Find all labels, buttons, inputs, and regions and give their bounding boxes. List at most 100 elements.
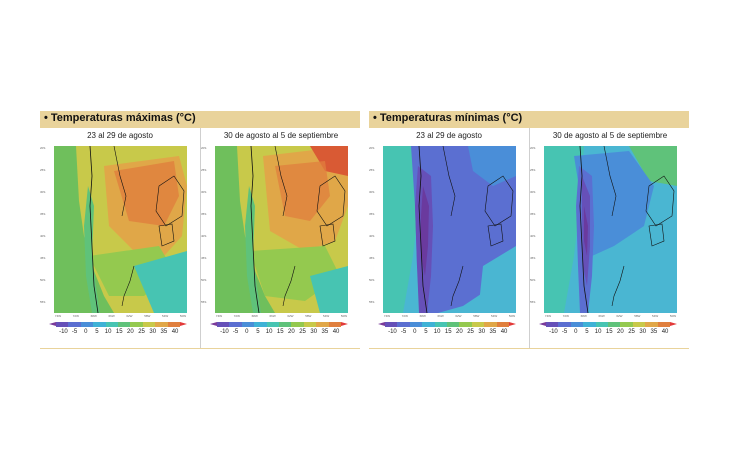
panel-title: • Temperaturas máximas (°C) [44,112,196,124]
latitude-label: 40S [530,234,536,238]
latitude-label: 25S [369,168,375,172]
longitude-label: 68W [580,314,587,318]
color-legend: -10 -5 0 5 10 15 20 25 30 35 40 [209,322,349,342]
latitude-label: 40S [201,234,207,238]
legend-tick: -10 [549,329,558,335]
divider [40,348,360,349]
longitude-label: 54W [652,314,659,318]
legend-tick: 10 [104,329,112,335]
longitude-label: 74W [544,314,552,318]
legend-tick: 0 [245,329,249,335]
latitude-label: 25S [201,168,207,172]
legend-tick: 20 [288,329,295,335]
legend-ticks: -10 -5 0 5 10 15 20 25 30 35 40 [217,329,341,338]
legend-ticks: -10 -5 0 5 10 15 20 25 30 35 40 [385,329,509,338]
legend-max-arrow [670,322,677,326]
latitude-label: 30S [201,190,207,194]
legend-ticks: -10 -5 0 5 10 15 20 25 30 35 40 [56,329,180,338]
latitude-label: 50S [201,278,207,282]
legend-tick: -10 [220,329,229,335]
legend-ticks: -10 -5 0 5 10 15 20 25 30 35 40 [546,329,670,338]
longitude-label: 54W [491,314,498,318]
legend-min-arrow [378,322,385,326]
divider [369,348,689,349]
latitude-label: 30S [369,190,375,194]
map-column-week1: 23 al 29 de agosto [40,128,200,349]
longitude-axis: 74W 72W 68W 66W 62W 58W 54W 50W [54,314,187,319]
temperature-map [54,146,187,313]
legend-tick: 0 [84,329,88,335]
longitude-label: 50W [508,314,516,318]
legend-tick: 35 [321,329,329,335]
latitude-label: 45S [40,256,46,260]
longitude-label: 72W [233,314,240,318]
longitude-label: 72W [401,314,408,318]
legend-tick: 30 [149,329,157,335]
latitude-label: 50S [40,278,46,282]
legend-tick: 15 [115,329,123,335]
map-min-week2 [544,146,677,313]
legend-tick: 25 [299,329,306,335]
legend-tick: 35 [650,329,658,335]
latitude-label: 25S [40,168,46,172]
panel-header: • Temperaturas mínimas (°C) [369,111,689,128]
longitude-label: 58W [144,314,151,318]
legend-tick: 5 [95,329,99,335]
longitude-label: 72W [562,314,569,318]
legend-tick: 10 [433,329,441,335]
legend-tick: 40 [171,329,179,335]
longitude-label: 58W [634,314,641,318]
legend-tick: 25 [138,329,145,335]
longitude-label: 58W [305,314,312,318]
longitude-label: 50W [340,314,348,318]
legend-bar [56,322,181,327]
legend-tick: 15 [444,329,452,335]
legend-tick: 35 [160,329,168,335]
longitude-label: 66W [108,314,115,318]
longitude-label: 54W [323,314,330,318]
legend-min-arrow [210,322,217,326]
legend-tick: -5 [232,329,239,335]
longitude-label: 62W [616,314,623,318]
legend-tick: 40 [332,329,340,335]
period-label: 23 al 29 de agosto [416,131,482,140]
longitude-label: 62W [455,314,462,318]
latitude-label: 45S [530,256,536,260]
legend-tick: 35 [489,329,497,335]
panel-title-text: Temperaturas mínimas (°C) [379,112,523,124]
latitude-label: 20S [369,146,375,150]
legend-tick: 5 [585,329,589,335]
longitude-label: 74W [54,314,62,318]
latitude-label: 55S [530,300,536,304]
legend-tick: 30 [639,329,647,335]
latitude-label: 55S [201,300,207,304]
legend-tick: 5 [424,329,428,335]
longitude-label: 74W [383,314,391,318]
latitude-label: 40S [369,234,375,238]
legend-tick: -5 [71,329,78,335]
latitude-label: 25S [530,168,536,172]
longitude-label: 66W [269,314,276,318]
temperature-map [383,146,516,313]
map-max-week2 [215,146,348,313]
latitude-label: 40S [40,234,46,238]
longitude-label: 50W [669,314,677,318]
temperature-map [215,146,348,313]
latitude-label: 35S [201,212,207,216]
legend-bar [385,322,510,327]
legend-tick: 20 [456,329,463,335]
legend-tick: 15 [276,329,284,335]
latitude-label: 50S [530,278,536,282]
legend-tick: 10 [594,329,602,335]
latitude-label: 20S [40,146,46,150]
latitude-label: 50S [369,278,375,282]
latitude-label: 30S [40,190,46,194]
legend-tick: 30 [310,329,318,335]
longitude-label: 58W [473,314,480,318]
legend-tick: -10 [59,329,68,335]
legend-min-arrow [49,322,56,326]
longitude-label: 62W [287,314,294,318]
legend-tick: 15 [605,329,613,335]
longitude-label: 68W [90,314,97,318]
legend-bar [217,322,342,327]
